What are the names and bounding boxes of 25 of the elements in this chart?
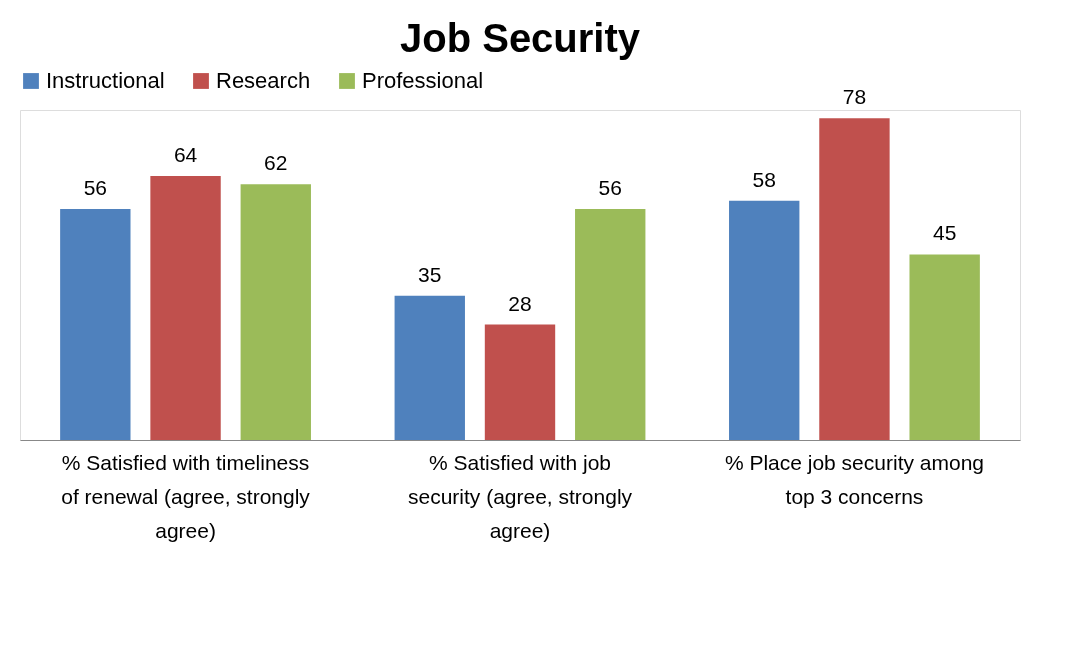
chart-title: Job Security <box>399 16 641 60</box>
legend-label: Research <box>216 68 311 93</box>
x-tick-label: % Place job security among top 3 concerns <box>724 450 985 508</box>
data-label: 56 <box>83 176 107 199</box>
data-label: 35 <box>418 262 442 286</box>
data-label: 58 <box>752 167 776 191</box>
x-tick-label: % Satisfied with timeliness of renewal (agree, strongly agree) <box>61 450 311 542</box>
bar <box>394 295 465 440</box>
bar <box>240 184 311 440</box>
bar <box>150 176 221 440</box>
bar <box>819 118 890 440</box>
data-label: 62 <box>264 151 288 175</box>
bar <box>60 209 131 440</box>
bar <box>484 324 556 440</box>
data-label: 78 <box>842 85 867 109</box>
data-label: 56 <box>598 176 622 199</box>
bar <box>729 200 800 440</box>
legend-label: Instructional <box>46 68 165 93</box>
bar <box>909 254 980 440</box>
data-label: 64 <box>173 143 198 166</box>
data-label: 28 <box>508 291 532 315</box>
data-label: 45 <box>933 221 957 245</box>
x-tick-label: % Satisfied with job security (agree, strongly agree) <box>407 450 633 542</box>
legend-label: Professional <box>362 68 484 93</box>
bar <box>575 209 646 440</box>
